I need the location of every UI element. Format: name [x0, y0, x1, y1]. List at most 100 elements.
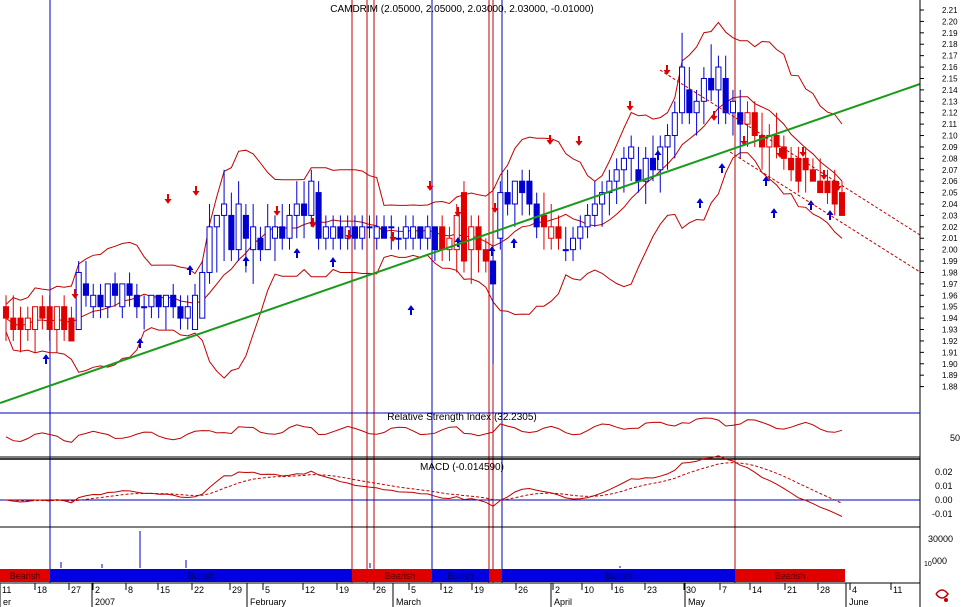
day-tick: 4 — [852, 585, 857, 595]
candle — [693, 89, 700, 136]
candle — [322, 215, 329, 250]
candle — [293, 181, 300, 239]
signal-label: Bearish — [10, 571, 41, 581]
candle — [184, 295, 191, 330]
signal-bar: Bearish Bullish Bearish Bullish Bullish Beari… — [0, 569, 845, 582]
sell-arrow — [776, 148, 784, 158]
volume-panel: 30000 000 — [0, 526, 953, 568]
candle — [61, 295, 68, 341]
day-tick: 5 — [411, 585, 416, 595]
volume-tick-2: 000 — [932, 556, 947, 566]
candle — [431, 226, 438, 262]
signal-segment — [368, 569, 432, 582]
candle — [155, 294, 162, 319]
rsi-line — [5, 417, 843, 443]
price-tick: 1.98 — [942, 268, 958, 277]
candle — [526, 169, 533, 216]
buy-arrow — [654, 150, 662, 160]
price-tick: 2.16 — [942, 63, 958, 72]
candle — [133, 283, 140, 319]
candle — [395, 226, 402, 250]
day-tick: 11 — [2, 585, 11, 595]
candle — [744, 101, 751, 147]
candle — [68, 306, 75, 342]
sell-arrow — [309, 218, 317, 228]
candle — [53, 306, 60, 353]
candle — [286, 204, 293, 250]
price-tick: 2.06 — [942, 177, 958, 186]
sell-arrow — [273, 206, 281, 216]
day-tick: 5 — [265, 585, 270, 595]
month-label: er — [3, 597, 11, 607]
candle — [388, 215, 395, 250]
day-tick: 7 — [722, 585, 727, 595]
sell-arrow — [575, 136, 583, 146]
buy-arrow — [762, 176, 770, 186]
candle — [351, 215, 358, 250]
day-tick: 26 — [376, 585, 386, 595]
candle — [257, 226, 264, 262]
candle — [628, 135, 635, 182]
candle — [620, 146, 627, 193]
price-tick: 2.12 — [942, 109, 958, 118]
candle — [417, 226, 424, 250]
price-tick: 2.08 — [942, 154, 958, 163]
sell-arrow — [389, 232, 397, 242]
candle — [366, 215, 373, 239]
candle — [17, 306, 24, 353]
candle — [221, 169, 228, 262]
signal-segment — [735, 569, 845, 582]
candle — [315, 181, 322, 250]
candle — [751, 101, 758, 147]
price-tick: 1.93 — [942, 326, 958, 335]
candle — [206, 204, 213, 284]
macd-tick-0: 0.02 — [935, 467, 953, 477]
candle — [228, 192, 235, 262]
month-label: June — [849, 597, 869, 607]
price-tick: 2.14 — [942, 86, 958, 95]
candle — [111, 272, 119, 307]
buy-arrow — [770, 208, 778, 218]
candle — [664, 124, 671, 170]
candle — [577, 215, 584, 250]
rsi-label: Relative Strength Index (32.2305) — [387, 412, 537, 423]
signal-label: Bullish — [605, 571, 632, 581]
signal-segment — [489, 569, 502, 582]
logo-icon — [935, 589, 949, 602]
price-axis: 2.21 2.20 2.19 2.18 2.17 2.16 2.15 2.14 2.13 2.12… — [919, 0, 958, 607]
sell-arrow — [454, 207, 462, 217]
buy-arrow — [242, 256, 250, 266]
candle — [809, 158, 816, 182]
sell-arrow — [626, 101, 634, 111]
candle — [213, 214, 220, 273]
day-tick: 14 — [752, 585, 762, 595]
buy-arrow — [510, 238, 518, 248]
candle — [642, 146, 649, 204]
candle — [24, 306, 31, 341]
candle — [97, 283, 104, 319]
candle — [504, 169, 511, 216]
macd-signal-line — [5, 462, 843, 504]
macd-tick-2: 0.00 — [935, 495, 953, 505]
sell-arrow — [663, 65, 671, 75]
price-tick: 1.94 — [942, 314, 958, 323]
sell-arrow — [834, 181, 842, 191]
buy-arrow — [42, 354, 50, 364]
candle — [649, 135, 657, 182]
candle — [373, 215, 380, 250]
candle — [119, 283, 126, 319]
day-tick: 12 — [443, 585, 453, 595]
day-tick: 30 — [686, 585, 696, 595]
price-tick: 2.02 — [942, 223, 958, 232]
sell-arrow — [710, 111, 718, 121]
candle — [729, 89, 737, 136]
buy-arrow — [407, 305, 415, 315]
candle — [817, 158, 824, 194]
day-tick: 10 — [584, 585, 594, 595]
candle — [824, 169, 831, 204]
day-tick: 11 — [893, 585, 902, 595]
candle — [569, 226, 577, 262]
signal-arrows — [42, 65, 842, 364]
candle — [511, 180, 518, 227]
price-tick: 1.90 — [942, 360, 958, 369]
